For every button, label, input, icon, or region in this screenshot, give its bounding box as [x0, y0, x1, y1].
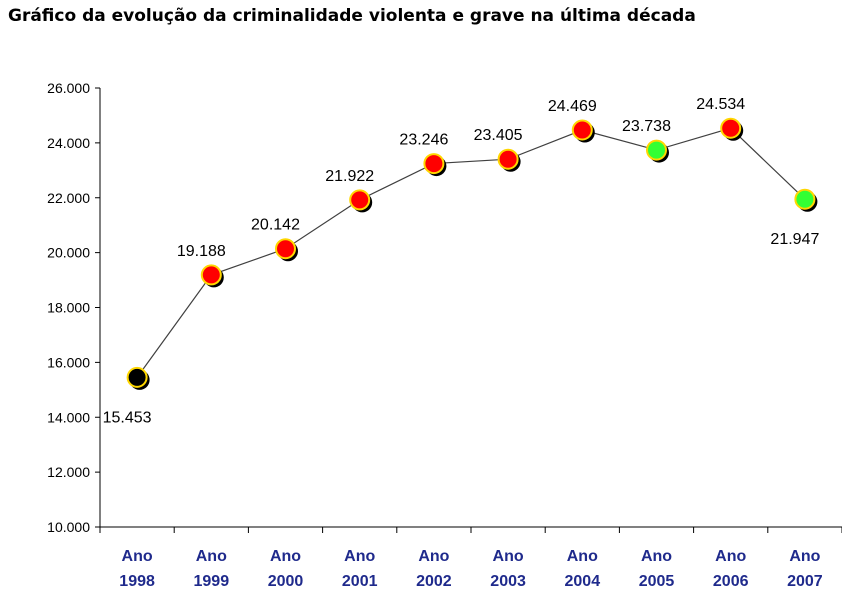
data-point: [646, 139, 667, 161]
x-tick-label-line1: Ano: [122, 548, 153, 565]
y-tick-label: 24.000: [47, 135, 90, 151]
data-point: [497, 148, 519, 170]
series-line: [136, 127, 806, 378]
x-axis-categories: Ano 1998 Ano 1999 Ano 2000 Ano 2001 Ano 2002 Ano 20…: [99, 527, 842, 590]
x-tick-label-line2: 2003: [490, 573, 526, 590]
data-label: 15.453: [103, 409, 152, 426]
x-tick-label-line2: 1999: [194, 573, 230, 590]
series-markers: [126, 117, 818, 390]
y-tick-label: 14.000: [47, 409, 90, 425]
data-point: [720, 117, 742, 139]
x-tick-label-line1: Ano: [715, 548, 746, 565]
data-label: 23.246: [399, 132, 448, 149]
x-tick-label-line2: 2000: [268, 573, 304, 590]
x-tick-label-line2: 2001: [342, 573, 378, 590]
x-tick-label-line2: 2004: [565, 573, 601, 590]
data-point: [794, 188, 816, 210]
data-point: [571, 119, 593, 141]
y-tick-label: 22.000: [47, 190, 90, 206]
data-label: 24.534: [696, 96, 745, 113]
y-tick-label: 26.000: [47, 80, 90, 96]
y-tick-label: 10.000: [47, 519, 90, 535]
chart-title: Gráfico da evolução da criminalidade vio…: [8, 6, 696, 26]
data-label: 24.469: [548, 98, 597, 115]
x-tick-label-line1: Ano: [418, 548, 449, 565]
data-label: 20.142: [251, 217, 300, 234]
x-tick-label-line2: 2002: [416, 573, 452, 590]
x-tick-label-line1: Ano: [641, 548, 672, 565]
x-tick-label-line1: Ano: [344, 548, 375, 565]
data-label: 21.947: [770, 231, 819, 248]
series-polyline: [136, 127, 806, 378]
x-tick-label-line2: 2006: [713, 573, 749, 590]
axes: [99, 88, 842, 528]
data-label: 23.738: [622, 118, 671, 135]
data-label: 23.405: [474, 127, 523, 144]
y-tick-label: 18.000: [47, 300, 90, 316]
x-tick-label-line1: Ano: [493, 548, 524, 565]
y-tick-label: 20.000: [47, 245, 90, 261]
data-point: [126, 366, 148, 388]
data-label: 21.922: [325, 168, 374, 185]
data-point: [349, 189, 371, 211]
data-label: 19.188: [177, 243, 226, 260]
data-point: [275, 238, 296, 260]
x-tick-label-line2: 2005: [639, 573, 675, 590]
data-labels: 15.453 19.188 20.142 21.922 23.246 23.405 24.4…: [103, 96, 820, 426]
x-tick-label-line2: 1998: [119, 573, 155, 590]
x-tick-label-line1: Ano: [196, 548, 227, 565]
x-tick-label-line1: Ano: [567, 548, 598, 565]
data-point: [200, 264, 222, 286]
x-tick-label-line1: Ano: [789, 548, 820, 565]
data-point: [423, 153, 445, 175]
y-axis-ticks: 10.000 12.000 14.000 16.000 18.000 20.000 22.0…: [47, 80, 100, 535]
x-tick-label-line1: Ano: [270, 548, 301, 565]
x-tick-label-line2: 2007: [787, 573, 823, 590]
y-tick-label: 16.000: [47, 354, 90, 370]
y-tick-label: 12.000: [47, 464, 90, 480]
